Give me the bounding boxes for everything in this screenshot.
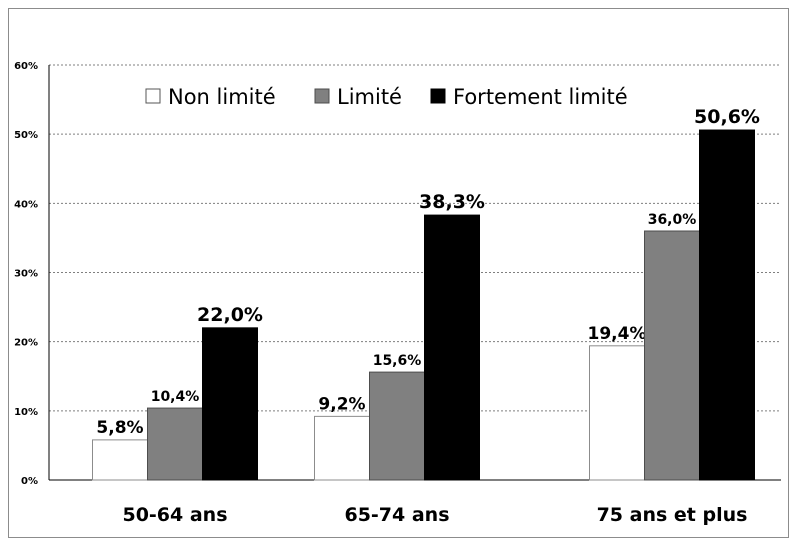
y-tick-label: 40% [14,199,38,210]
legend-swatch-non-limite [145,88,161,104]
legend-label: Non limité [168,85,276,109]
bar-limite [644,230,700,481]
bar-non-limite [589,345,645,481]
legend-label: Fortement limité [453,85,628,109]
bar-limite [147,407,203,481]
y-tick-label: 10% [14,407,38,418]
data-label: 22,0% [197,304,263,326]
y-tick-label: 60% [14,61,38,72]
x-category-label: 75 ans et plus [597,504,748,526]
bar-non-limite [92,439,148,481]
bar-fortement-limite [699,129,755,481]
y-tick-label: 30% [14,269,38,280]
data-label: 10,4% [151,389,200,405]
legend-swatch-limite [314,88,330,104]
x-category-label: 65-74 ans [344,504,449,526]
bar-non-limite [314,415,370,481]
legend-label: Limité [337,85,402,109]
data-label: 15,6% [373,353,422,369]
x-category-label: 50-64 ans [122,504,227,526]
y-tick-label: 0% [21,476,38,487]
data-label: 5,8% [96,418,143,438]
data-label: 36,0% [648,212,697,228]
bar-fortement-limite [424,214,480,481]
bar-fortement-limite [202,327,258,481]
legend-swatch-fortement-limite [430,88,446,104]
data-label: 19,4% [588,324,647,344]
data-label: 38,3% [419,191,485,213]
data-label: 50,6% [694,106,760,128]
bar-limite [369,371,425,481]
y-tick-label: 50% [14,130,38,141]
y-tick-label: 20% [14,338,38,349]
data-label: 9,2% [318,394,365,414]
